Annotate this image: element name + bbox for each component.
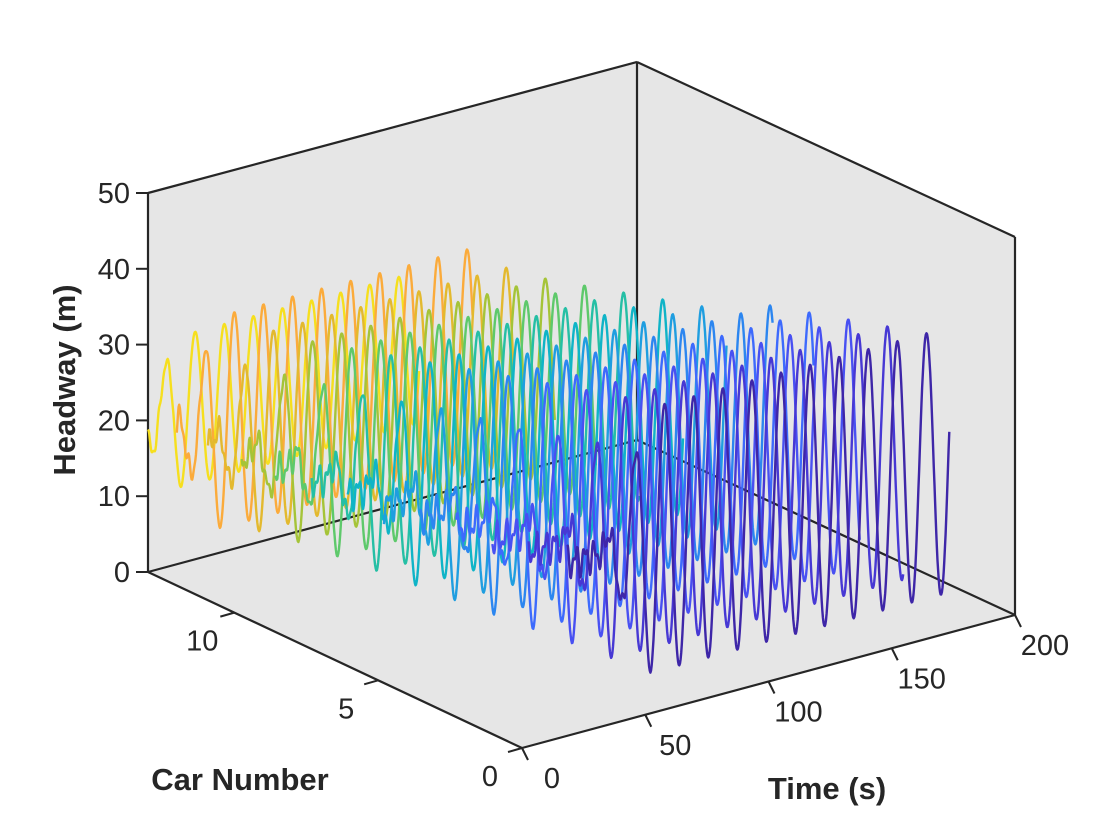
y-tick-10 (220, 611, 235, 618)
y-tick-5 (363, 679, 379, 686)
x-axis-title: Time (s) (768, 771, 886, 806)
x-tick-200 (1014, 614, 1022, 628)
series-line-car-2 (527, 325, 905, 660)
x-tick-100 (767, 681, 776, 694)
x-tick-50 (644, 714, 653, 728)
series-line-car-9 (274, 284, 598, 558)
series-layer (147, 248, 951, 674)
x-tick-label-0: 0 (544, 763, 560, 795)
series-line-car-5 (418, 304, 774, 616)
right-top-edge (636, 61, 1016, 238)
series-line-car-1 (566, 332, 951, 674)
series-line-car-4 (455, 311, 815, 630)
z-tick-label-50: 50 (98, 178, 130, 210)
series-line-car-13 (147, 275, 421, 489)
z-tick-label-40: 40 (98, 254, 130, 286)
back-top-edge (147, 60, 638, 195)
series-line-car-6 (382, 305, 728, 602)
x-tick-label-200: 200 (1021, 630, 1069, 662)
y-axis-title: Car Number (151, 762, 328, 797)
y-tick-label-10: 10 (186, 626, 218, 658)
z-axis-title: Headway (m) (47, 284, 82, 475)
x-tick-label-150: 150 (898, 663, 946, 695)
axis-titles: Time (s) Car Number Headway (m) (47, 284, 886, 806)
y-tick-label-5: 5 (338, 693, 354, 725)
x-tick-label-50: 50 (659, 730, 691, 762)
series-line-car-10 (240, 277, 556, 544)
x-tick-150 (890, 647, 899, 661)
y-axis-line (147, 571, 523, 749)
x-tick-label-100: 100 (774, 697, 822, 729)
z-tick-label-0: 0 (114, 557, 130, 589)
y-tick-label-0: 0 (482, 761, 498, 793)
z-tick-label-20: 20 (98, 405, 130, 437)
z-tick-label-30: 30 (98, 330, 130, 362)
z-tick-label-10: 10 (98, 481, 130, 513)
y-tick-0 (507, 747, 523, 753)
series-line-car-3 (491, 318, 861, 645)
x-tick-0 (521, 747, 529, 761)
